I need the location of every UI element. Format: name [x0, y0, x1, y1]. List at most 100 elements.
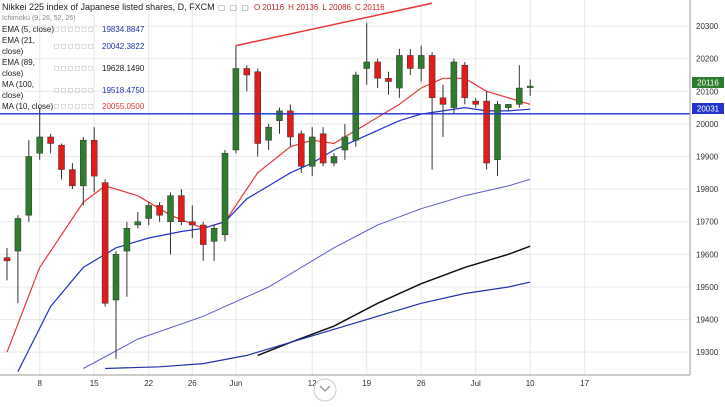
time-tick-label: 10 [526, 379, 535, 388]
time-tick-label: 12 [308, 379, 317, 388]
candle-body [90, 139, 98, 177]
price-tick-label: 19600 [696, 250, 719, 259]
candle-body [47, 136, 54, 144]
candle-body [341, 136, 349, 151]
candle-body [276, 110, 283, 121]
indicator-row[interactable]: MA (100, close) ◻◻◻◻◻◻ 19518.4750 [2, 79, 385, 101]
candle-body [69, 169, 76, 187]
legend-header: Nikkei 225 index of Japanese listed shar… [2, 2, 385, 13]
candle [461, 61, 469, 105]
candle-body [232, 68, 240, 151]
candle-body [298, 133, 305, 167]
candle [221, 150, 229, 242]
candle [134, 211, 142, 229]
candle-body [363, 61, 370, 69]
candle [526, 79, 534, 96]
candle [450, 58, 458, 115]
candle [276, 107, 283, 134]
candles [3, 22, 534, 359]
candle [189, 205, 196, 239]
indicator-value: 20042.3822 [102, 41, 145, 51]
candle-body [505, 104, 512, 108]
indicator-settings-icons[interactable]: ◻◻◻◻◻◻ [54, 26, 95, 33]
candle-body [145, 205, 152, 219]
candle-body [450, 61, 458, 108]
candle-body [3, 257, 11, 262]
candle [265, 123, 272, 150]
overlays [0, 2, 690, 115]
candle [330, 153, 338, 167]
candle [298, 130, 305, 173]
ohlc-open: O 20116 [253, 3, 285, 12]
candle [210, 225, 218, 261]
candle-body [483, 100, 490, 164]
candle-body [308, 136, 316, 167]
time-axis: 8 15 22 26 Jun 12 19 26 Jul 10 17 [37, 379, 589, 388]
candle [199, 221, 207, 261]
candle [90, 127, 98, 193]
candle [69, 163, 76, 190]
candle-body [112, 254, 120, 301]
candle [472, 97, 479, 108]
last-price-text: 20116 [697, 79, 719, 88]
hline-price-text: 20031 [697, 105, 720, 114]
price-tick-label: 19700 [696, 218, 719, 227]
symbol-title[interactable]: Nikkei 225 index of Japanese listed shar… [2, 2, 215, 12]
indicator-settings-icons[interactable]: ◻◻◻◻◻◻ [54, 42, 95, 50]
candle-body [14, 218, 22, 252]
price-tick-label: 19400 [696, 316, 719, 325]
indicator-line [105, 281, 531, 370]
price-tick-label: 19800 [696, 185, 719, 194]
candle [178, 189, 185, 225]
candle-body [254, 71, 261, 144]
indicator-row[interactable]: EMA (5, close) ◻◻◻◻◻◻ 19834.8847 [2, 24, 385, 35]
legend-icons[interactable]: ▢ ▢ ▢ [214, 3, 250, 12]
indicator-row[interactable]: EMA (21, close) ◻◻◻◻◻◻ 20042.3822 [2, 35, 385, 57]
candle-body [210, 228, 218, 242]
indicator-value: 19628.1490 [102, 63, 145, 73]
ohlc-low: L 20086 [322, 3, 351, 12]
indicator-settings-icons[interactable]: ◻◻◻◻◻◻ [54, 103, 95, 110]
candle-body [123, 228, 131, 252]
candle [14, 215, 22, 304]
hline-price-badge [692, 103, 724, 114]
candle [156, 202, 163, 222]
candle [36, 107, 43, 160]
candle-body [472, 100, 479, 105]
price-badges: 20116 20031 [692, 77, 724, 114]
indicator-name: EMA (5, close) [2, 25, 55, 34]
candle [243, 65, 251, 92]
candle [80, 136, 87, 206]
scroll-handle[interactable] [313, 378, 337, 402]
time-tick-label: 8 [37, 379, 42, 388]
indicator-settings-icons[interactable]: ◻◻◻◻◻◻ [54, 64, 95, 72]
ichimoku-label[interactable]: Ichimoku (9, 26, 52, 26) [2, 15, 76, 22]
candle-body [417, 55, 425, 69]
candle [3, 247, 11, 281]
price-axis-area[interactable] [690, 0, 725, 375]
time-tick-label: 22 [144, 379, 153, 388]
candle-body [25, 156, 33, 216]
price-tick-label: 20200 [696, 55, 719, 64]
candle [308, 127, 316, 177]
candle-body [330, 156, 338, 164]
candle-body [374, 61, 381, 79]
indicator-value: 19518.4750 [102, 85, 145, 95]
candle [254, 68, 261, 157]
indicator-line [83, 178, 531, 369]
indicator-row[interactable]: EMA (89, close) ◻◻◻◻◻◻ 19628.1490 [2, 57, 385, 79]
candle [516, 65, 523, 108]
indicator-name: EMA (21, close) [2, 36, 35, 56]
candle-body [101, 182, 109, 304]
time-tick-label: 17 [580, 379, 589, 388]
candle [374, 58, 381, 89]
indicator-row[interactable]: MA (10, close) ◻◻◻◻◻◻ 20055.0500 [2, 101, 385, 112]
indicator-settings-icons[interactable]: ◻◻◻◻◻◻ [54, 86, 95, 94]
candle-body [265, 126, 272, 141]
candle-body [156, 205, 163, 216]
candle-body [526, 85, 534, 88]
indicator-value: 20055.0500 [102, 102, 145, 111]
indicator-name: MA (10, close) [2, 102, 54, 111]
